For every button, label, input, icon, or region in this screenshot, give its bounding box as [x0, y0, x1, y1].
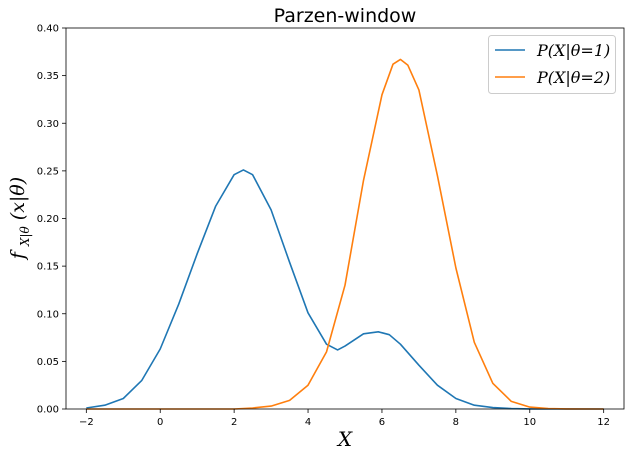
- y-axis-label-arg: (x|θ): [7, 177, 29, 220]
- y-tick-label: 0.15: [37, 262, 59, 273]
- x-tick-label: 12: [597, 417, 610, 428]
- legend-label-series-2: P(X|θ=2): [536, 68, 610, 87]
- series-line-1: [86, 169, 604, 410]
- y-tick-label: 0.30: [37, 119, 59, 130]
- y-axis-label-f: f: [7, 249, 29, 261]
- y-axis-label: f X|θ (x|θ): [7, 177, 34, 261]
- x-tick-label: 8: [453, 417, 459, 428]
- y-tick-label: 0.40: [37, 24, 59, 35]
- x-axis-label: X: [336, 427, 353, 451]
- chart-title: Parzen-window: [274, 5, 417, 27]
- y-tick-label: 0.20: [37, 214, 59, 225]
- legend-label-series-1: P(X|θ=1): [536, 41, 610, 60]
- y-tick-label: 0.10: [37, 309, 59, 320]
- x-tick-label: 2: [231, 417, 237, 428]
- series-line-2: [86, 58, 604, 410]
- y-tick-label: 0.00: [37, 405, 59, 416]
- x-tick-label: 10: [523, 417, 536, 428]
- x-tick-label: 6: [379, 417, 385, 428]
- plot-area: −2 0 2 4 6 8 10 12 0.00 0.05 0.10 0.15 0.20 0.25 0.30 0…: [37, 24, 625, 428]
- y-tick-label: 0.05: [37, 357, 59, 368]
- y-axis-label-sub: X|θ: [18, 225, 32, 247]
- x-tick-label: −2: [79, 417, 94, 428]
- legend: P(X|θ=1) P(X|θ=2): [488, 35, 616, 94]
- y-tick-label: 0.25: [37, 166, 59, 177]
- y-tick-label: 0.35: [37, 71, 59, 82]
- x-tick-label: 4: [305, 417, 311, 428]
- x-tick-label: 0: [157, 417, 163, 428]
